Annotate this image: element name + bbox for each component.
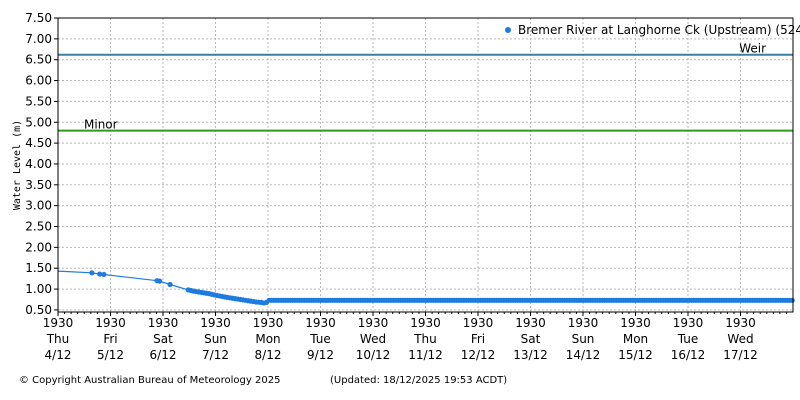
x-tick-label: Tue	[309, 332, 331, 346]
x-tick-label: 1930	[410, 316, 441, 330]
x-tick-label: 1930	[568, 316, 599, 330]
x-tick-label: 12/12	[461, 348, 496, 362]
x-tick-label: 5/12	[97, 348, 124, 362]
y-tick-label: 5.50	[25, 94, 52, 108]
x-tick-label: Sun	[572, 332, 595, 346]
x-tick-label: 10/12	[356, 348, 391, 362]
x-tick-label: Sat	[521, 332, 541, 346]
legend-marker	[505, 27, 511, 33]
y-tick-label: 6.50	[25, 53, 52, 67]
y-tick-label: 7.50	[25, 11, 52, 25]
x-tick-label: Thu	[413, 332, 437, 346]
x-tick-label: Sun	[204, 332, 227, 346]
y-tick-label: 7.00	[25, 32, 52, 46]
x-tick-label: 15/12	[618, 348, 653, 362]
series-point	[789, 297, 795, 303]
x-tick-label: 17/12	[723, 348, 758, 362]
series-point	[167, 281, 173, 288]
x-tick-label: Wed	[360, 332, 386, 346]
threshold-label-weir: Weir	[739, 42, 766, 56]
series-point	[101, 271, 107, 278]
grid	[58, 18, 793, 312]
x-tick-label: 16/12	[671, 348, 706, 362]
series-point	[97, 271, 103, 277]
series-point	[157, 278, 163, 284]
y-tick-label: 5.00	[25, 115, 52, 129]
copyright-text: © Copyright Australian Bureau of Meteoro…	[19, 375, 280, 386]
y-axis-ticks: 7.50 7.00 6.50 6.00 5.50 5.00 4.50 4.00 3.50 3.00…	[25, 11, 58, 317]
x-tick-label: 1930	[620, 316, 651, 330]
y-tick-label: 1.00	[25, 282, 52, 296]
series-point	[89, 270, 95, 276]
x-tick-label: 9/12	[307, 348, 334, 362]
x-tick-label: 7/12	[202, 348, 229, 362]
y-tick-label: 0.50	[25, 303, 52, 317]
x-tick-label: 1930	[673, 316, 704, 330]
x-tick-label: Wed	[727, 332, 753, 346]
y-tick-label: 2.50	[25, 220, 52, 234]
y-tick-label: 1.50	[25, 261, 52, 275]
x-tick-label: Tue	[677, 332, 699, 346]
x-tick-label: 1930	[43, 316, 74, 330]
y-tick-label: 4.50	[25, 136, 52, 150]
y-tick-label: 6.00	[25, 74, 52, 88]
x-tick-label: Thu	[46, 332, 70, 346]
x-tick-label: 4/12	[45, 348, 72, 362]
x-tick-label: 1930	[95, 316, 126, 330]
threshold-label-minor: Minor	[84, 118, 118, 132]
x-tick-label: Sat	[153, 332, 173, 346]
x-tick-label: 1930	[358, 316, 389, 330]
x-tick-label: 13/12	[513, 348, 548, 362]
y-tick-label: 3.50	[25, 178, 52, 192]
x-tick-label: 1930	[148, 316, 179, 330]
x-tick-label: Fri	[103, 332, 117, 346]
x-tick-label: Fri	[471, 332, 485, 346]
series	[57, 270, 795, 306]
y-tick-label: 2.00	[25, 240, 52, 254]
y-axis-title: Water Level (m)	[12, 120, 23, 210]
x-tick-label: 1930	[515, 316, 546, 330]
thresholds: Weir Minor	[58, 42, 793, 132]
x-tick-label: 1930	[253, 316, 284, 330]
x-tick-label: 8/12	[255, 348, 282, 362]
x-tick-label: 1930	[725, 316, 756, 330]
x-tick-label: 14/12	[566, 348, 601, 362]
x-tick-label: 1930	[305, 316, 336, 330]
x-axis-ticks: 1930 Thu 4/12 1930 Fri 5/12 1930 Sat 6/12 1930 Sun…	[43, 312, 787, 362]
x-tick-label: 1930	[463, 316, 494, 330]
x-tick-label: Mon	[255, 332, 280, 346]
legend-label: Bremer River at Langhorne Ck (Upstream) …	[518, 23, 800, 37]
x-tick-label: 6/12	[150, 348, 177, 362]
x-tick-label: Mon	[623, 332, 648, 346]
legend: Bremer River at Langhorne Ck (Upstream) …	[505, 23, 800, 37]
x-tick-label: 1930	[200, 316, 231, 330]
y-tick-label: 3.00	[25, 199, 52, 213]
x-tick-label: 11/12	[408, 348, 443, 362]
updated-timestamp: (Updated: 18/12/2025 19:53 ACDT)	[330, 375, 507, 386]
y-tick-label: 4.00	[25, 157, 52, 171]
